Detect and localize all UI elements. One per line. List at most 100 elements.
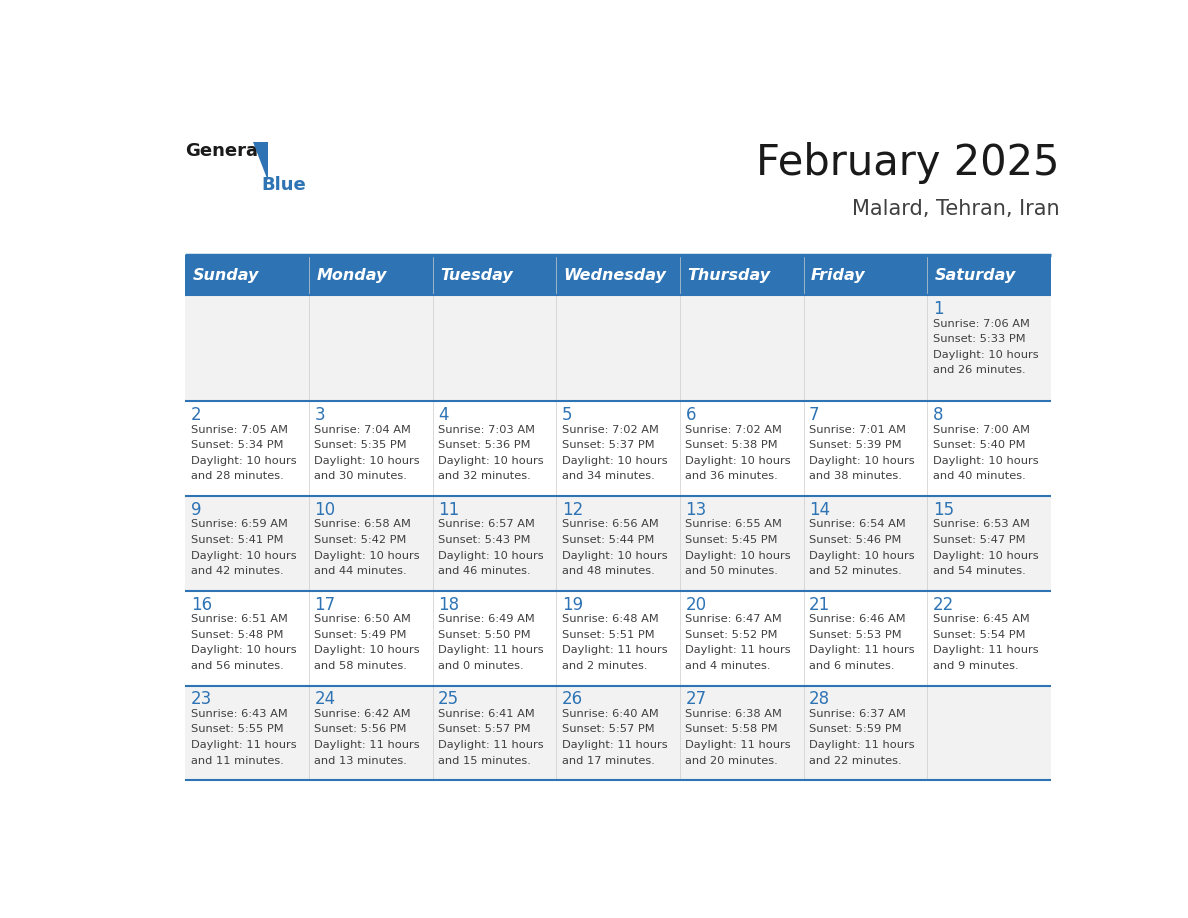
Text: Sunset: 5:54 PM: Sunset: 5:54 PM bbox=[933, 630, 1025, 640]
Polygon shape bbox=[253, 142, 268, 181]
Text: Sunset: 5:59 PM: Sunset: 5:59 PM bbox=[809, 724, 902, 734]
Text: Sunrise: 6:56 AM: Sunrise: 6:56 AM bbox=[562, 520, 658, 530]
Text: Wednesday: Wednesday bbox=[563, 268, 666, 283]
Text: 20: 20 bbox=[685, 596, 707, 614]
Text: and 42 minutes.: and 42 minutes. bbox=[191, 566, 284, 577]
Text: and 17 minutes.: and 17 minutes. bbox=[562, 756, 655, 766]
Text: 6: 6 bbox=[685, 407, 696, 424]
Text: Sunrise: 6:46 AM: Sunrise: 6:46 AM bbox=[809, 614, 905, 624]
Text: and 4 minutes.: and 4 minutes. bbox=[685, 661, 771, 671]
Text: Sunrise: 6:59 AM: Sunrise: 6:59 AM bbox=[191, 520, 287, 530]
Text: 9: 9 bbox=[191, 501, 201, 519]
Text: Daylight: 10 hours: Daylight: 10 hours bbox=[315, 645, 421, 655]
Text: and 52 minutes.: and 52 minutes. bbox=[809, 566, 902, 577]
Text: Daylight: 11 hours: Daylight: 11 hours bbox=[809, 740, 915, 750]
Text: Sunrise: 6:43 AM: Sunrise: 6:43 AM bbox=[191, 709, 287, 719]
Text: Sunset: 5:51 PM: Sunset: 5:51 PM bbox=[562, 630, 655, 640]
Text: Blue: Blue bbox=[261, 176, 307, 194]
Text: Sunrise: 6:42 AM: Sunrise: 6:42 AM bbox=[315, 709, 411, 719]
Bar bbox=[185, 255, 1051, 296]
Text: 3: 3 bbox=[315, 407, 326, 424]
Text: Sunset: 5:47 PM: Sunset: 5:47 PM bbox=[933, 535, 1025, 545]
Text: and 28 minutes.: and 28 minutes. bbox=[191, 471, 284, 481]
Text: Sunset: 5:55 PM: Sunset: 5:55 PM bbox=[191, 724, 284, 734]
Text: Daylight: 10 hours: Daylight: 10 hours bbox=[685, 551, 791, 561]
Text: 27: 27 bbox=[685, 690, 707, 709]
Text: 12: 12 bbox=[562, 501, 583, 519]
Text: General: General bbox=[185, 142, 265, 160]
Text: Daylight: 10 hours: Daylight: 10 hours bbox=[933, 456, 1038, 465]
Text: Daylight: 10 hours: Daylight: 10 hours bbox=[438, 456, 544, 465]
Text: Sunset: 5:35 PM: Sunset: 5:35 PM bbox=[315, 441, 407, 450]
Text: 13: 13 bbox=[685, 501, 707, 519]
Text: Sunrise: 6:49 AM: Sunrise: 6:49 AM bbox=[438, 614, 535, 624]
Text: Sunset: 5:53 PM: Sunset: 5:53 PM bbox=[809, 630, 902, 640]
Text: Thursday: Thursday bbox=[687, 268, 770, 283]
Text: and 40 minutes.: and 40 minutes. bbox=[933, 471, 1025, 481]
Text: Daylight: 11 hours: Daylight: 11 hours bbox=[315, 740, 421, 750]
Text: Daylight: 11 hours: Daylight: 11 hours bbox=[562, 740, 668, 750]
Text: and 9 minutes.: and 9 minutes. bbox=[933, 661, 1018, 671]
Text: Daylight: 10 hours: Daylight: 10 hours bbox=[933, 551, 1038, 561]
Text: and 58 minutes.: and 58 minutes. bbox=[315, 661, 407, 671]
Text: Sunset: 5:52 PM: Sunset: 5:52 PM bbox=[685, 630, 778, 640]
Text: Daylight: 11 hours: Daylight: 11 hours bbox=[809, 645, 915, 655]
Text: Sunrise: 6:47 AM: Sunrise: 6:47 AM bbox=[685, 614, 782, 624]
Bar bbox=[185, 496, 1051, 591]
Text: 28: 28 bbox=[809, 690, 830, 709]
Text: 1: 1 bbox=[933, 300, 943, 319]
Text: Sunrise: 6:50 AM: Sunrise: 6:50 AM bbox=[315, 614, 411, 624]
Text: and 46 minutes.: and 46 minutes. bbox=[438, 566, 531, 577]
Text: Sunset: 5:40 PM: Sunset: 5:40 PM bbox=[933, 441, 1025, 450]
Text: and 56 minutes.: and 56 minutes. bbox=[191, 661, 284, 671]
Text: Sunrise: 6:48 AM: Sunrise: 6:48 AM bbox=[562, 614, 658, 624]
Text: Sunrise: 6:57 AM: Sunrise: 6:57 AM bbox=[438, 520, 535, 530]
Text: Daylight: 10 hours: Daylight: 10 hours bbox=[809, 456, 915, 465]
Text: Sunrise: 7:03 AM: Sunrise: 7:03 AM bbox=[438, 425, 535, 435]
Text: and 2 minutes.: and 2 minutes. bbox=[562, 661, 647, 671]
Text: Daylight: 11 hours: Daylight: 11 hours bbox=[685, 740, 791, 750]
Text: Sunrise: 6:54 AM: Sunrise: 6:54 AM bbox=[809, 520, 905, 530]
Text: Saturday: Saturday bbox=[935, 268, 1016, 283]
Text: Sunset: 5:43 PM: Sunset: 5:43 PM bbox=[438, 535, 531, 545]
Text: Daylight: 10 hours: Daylight: 10 hours bbox=[933, 350, 1038, 360]
Text: Malard, Tehran, Iran: Malard, Tehran, Iran bbox=[852, 198, 1060, 218]
Text: Daylight: 10 hours: Daylight: 10 hours bbox=[438, 551, 544, 561]
Text: Sunset: 5:38 PM: Sunset: 5:38 PM bbox=[685, 441, 778, 450]
Text: and 44 minutes.: and 44 minutes. bbox=[315, 566, 407, 577]
Text: 2: 2 bbox=[191, 407, 202, 424]
Text: 11: 11 bbox=[438, 501, 460, 519]
Text: Daylight: 10 hours: Daylight: 10 hours bbox=[191, 456, 297, 465]
Text: and 32 minutes.: and 32 minutes. bbox=[438, 471, 531, 481]
Text: Daylight: 11 hours: Daylight: 11 hours bbox=[191, 740, 297, 750]
Text: Sunrise: 7:00 AM: Sunrise: 7:00 AM bbox=[933, 425, 1030, 435]
Text: Sunrise: 7:02 AM: Sunrise: 7:02 AM bbox=[562, 425, 658, 435]
Text: and 15 minutes.: and 15 minutes. bbox=[438, 756, 531, 766]
Text: Sunset: 5:34 PM: Sunset: 5:34 PM bbox=[191, 441, 284, 450]
Text: Sunrise: 7:01 AM: Sunrise: 7:01 AM bbox=[809, 425, 906, 435]
Bar bbox=[185, 296, 1051, 401]
Text: Sunrise: 7:04 AM: Sunrise: 7:04 AM bbox=[315, 425, 411, 435]
Text: and 34 minutes.: and 34 minutes. bbox=[562, 471, 655, 481]
Text: 26: 26 bbox=[562, 690, 583, 709]
Text: 16: 16 bbox=[191, 596, 211, 614]
Text: Sunset: 5:36 PM: Sunset: 5:36 PM bbox=[438, 441, 531, 450]
Text: Daylight: 11 hours: Daylight: 11 hours bbox=[685, 645, 791, 655]
Text: Sunset: 5:50 PM: Sunset: 5:50 PM bbox=[438, 630, 531, 640]
Text: Sunrise: 6:41 AM: Sunrise: 6:41 AM bbox=[438, 709, 535, 719]
Text: Daylight: 10 hours: Daylight: 10 hours bbox=[562, 456, 668, 465]
Text: 4: 4 bbox=[438, 407, 449, 424]
Text: and 6 minutes.: and 6 minutes. bbox=[809, 661, 895, 671]
Text: Sunset: 5:33 PM: Sunset: 5:33 PM bbox=[933, 334, 1025, 344]
Text: Daylight: 10 hours: Daylight: 10 hours bbox=[809, 551, 915, 561]
Text: Sunday: Sunday bbox=[192, 268, 259, 283]
Text: and 30 minutes.: and 30 minutes. bbox=[315, 471, 407, 481]
Text: and 50 minutes.: and 50 minutes. bbox=[685, 566, 778, 577]
Text: 14: 14 bbox=[809, 501, 830, 519]
Text: Sunset: 5:46 PM: Sunset: 5:46 PM bbox=[809, 535, 902, 545]
Text: Sunset: 5:56 PM: Sunset: 5:56 PM bbox=[315, 724, 407, 734]
Text: 7: 7 bbox=[809, 407, 820, 424]
Text: Sunrise: 6:45 AM: Sunrise: 6:45 AM bbox=[933, 614, 1030, 624]
Bar bbox=[185, 401, 1051, 496]
Text: Sunset: 5:42 PM: Sunset: 5:42 PM bbox=[315, 535, 406, 545]
